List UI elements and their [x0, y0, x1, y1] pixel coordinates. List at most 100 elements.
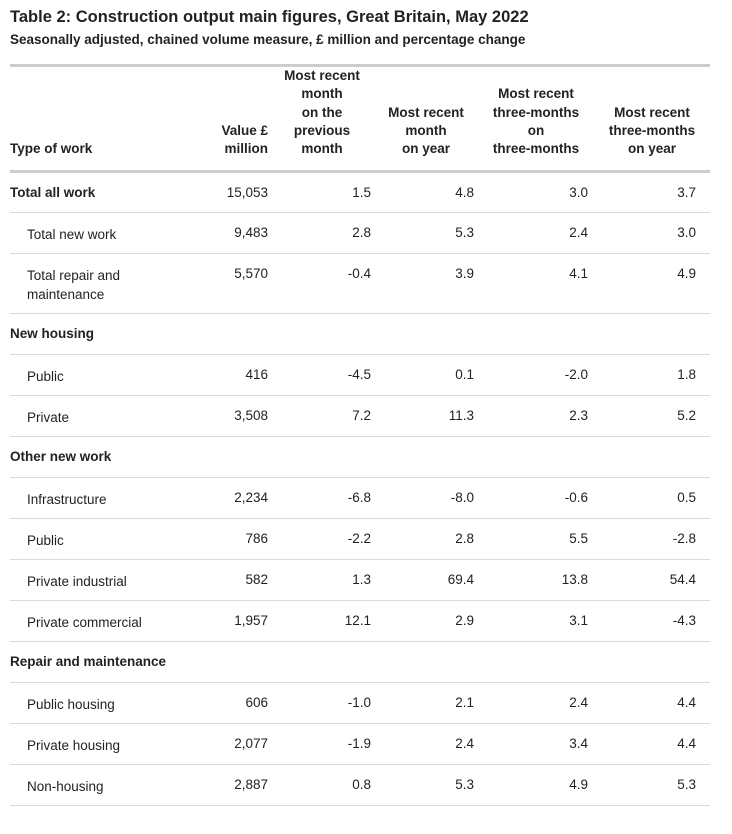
header-value-line: Value £ — [221, 122, 268, 138]
empty-cell — [270, 436, 374, 479]
empty-cell — [270, 313, 374, 356]
empty-cell — [478, 436, 594, 479]
section-row: New housing — [10, 313, 710, 356]
table-title: Table 2: Construction output main figure… — [10, 8, 529, 26]
header-line: on — [527, 122, 545, 138]
header-line: on the — [301, 104, 343, 120]
cell-moy: 2.9 — [374, 600, 478, 643]
cell-tmy: 4.4 — [594, 682, 710, 725]
row-label: Total repair and maintenance — [10, 253, 190, 315]
cell-tmtm: 5.5 — [478, 518, 594, 561]
cell-value: 606 — [190, 682, 270, 725]
cell-moy: 2.4 — [374, 723, 478, 766]
cell-moy: 0.1 — [374, 354, 478, 397]
cell-value: 1,957 — [190, 600, 270, 643]
cell-value: 2,887 — [190, 764, 270, 807]
table-row: Public 416 -4.5 0.1 -2.0 1.8 — [10, 354, 710, 397]
table-subtitle: Seasonally adjusted, chained volume meas… — [10, 32, 526, 47]
cell-tmtm: 2.4 — [478, 682, 594, 725]
empty-cell — [594, 436, 710, 479]
table-row: Non-housing 2,887 0.8 5.3 4.9 5.3 — [10, 764, 710, 807]
section-label: New housing — [10, 313, 190, 356]
row-label: Public housing — [10, 682, 190, 725]
header-three-months-on-year: Most recent three-months on year — [594, 67, 710, 172]
section-row: Other new work — [10, 436, 710, 479]
table-body: Total all work 15,053 1.5 4.8 3.0 3.7 To… — [10, 171, 710, 807]
cell-tmtm: 2.4 — [478, 212, 594, 255]
header-line: previous — [293, 122, 351, 138]
cell-moy: 4.8 — [374, 171, 478, 214]
cell-tmy: 4.4 — [594, 723, 710, 766]
cell-tmy: 5.2 — [594, 395, 710, 438]
header-value: Value £ million — [190, 67, 270, 172]
cell-mom: 7.2 — [270, 395, 374, 438]
empty-cell — [478, 641, 594, 684]
cell-mom: -0.4 — [270, 253, 374, 315]
header-type-of-work: Type of work — [10, 141, 93, 157]
header-line: month — [405, 122, 447, 138]
section-row: Repair and maintenance — [10, 641, 710, 684]
empty-cell — [190, 313, 270, 356]
cell-mom: -1.9 — [270, 723, 374, 766]
table-row: Private industrial 582 1.3 69.4 13.8 54.… — [10, 559, 710, 602]
row-label: Non-housing — [10, 764, 190, 807]
section-label: Repair and maintenance — [10, 641, 190, 684]
cell-value: 582 — [190, 559, 270, 602]
cell-value: 2,077 — [190, 723, 270, 766]
cell-tmy: -2.8 — [594, 518, 710, 561]
section-label: Other new work — [10, 436, 190, 479]
row-label: Private industrial — [10, 559, 190, 602]
header-month-on-year: Most recent month on year — [374, 67, 478, 172]
table-figure: Table 2: Construction output main figure… — [10, 8, 710, 807]
header-line: three-months — [492, 141, 580, 157]
empty-cell — [374, 641, 478, 684]
header-line: month — [301, 86, 343, 102]
cell-tmtm: -0.6 — [478, 477, 594, 520]
cell-value: 786 — [190, 518, 270, 561]
cell-moy: 69.4 — [374, 559, 478, 602]
cell-mom: 1.3 — [270, 559, 374, 602]
cell-value: 9,483 — [190, 212, 270, 255]
table-row: Total all work 15,053 1.5 4.8 3.0 3.7 — [10, 171, 710, 214]
cell-moy: 3.9 — [374, 253, 478, 315]
empty-cell — [374, 436, 478, 479]
cell-tmy: 3.0 — [594, 212, 710, 255]
row-label: Private — [10, 395, 190, 438]
cell-moy: 11.3 — [374, 395, 478, 438]
header-line: Most recent — [614, 104, 690, 120]
cell-mom: 1.5 — [270, 171, 374, 214]
header-line: three-months — [492, 104, 580, 120]
cell-tmy: 0.5 — [594, 477, 710, 520]
table-row: Private 3,508 7.2 11.3 2.3 5.2 — [10, 395, 710, 438]
cell-moy: 5.3 — [374, 764, 478, 807]
cell-tmy: 54.4 — [594, 559, 710, 602]
empty-cell — [190, 641, 270, 684]
table-row: Total new work 9,483 2.8 5.3 2.4 3.0 — [10, 212, 710, 255]
row-label: Public — [10, 354, 190, 397]
empty-cell — [478, 313, 594, 356]
cell-value: 15,053 — [190, 171, 270, 214]
empty-cell — [190, 436, 270, 479]
row-label: Private housing — [10, 723, 190, 766]
cell-moy: 2.8 — [374, 518, 478, 561]
header-line: Most recent — [284, 68, 360, 83]
cell-tmy: 3.7 — [594, 171, 710, 214]
cell-mom: 12.1 — [270, 600, 374, 643]
cell-value: 3,508 — [190, 395, 270, 438]
cell-tmtm: -2.0 — [478, 354, 594, 397]
header-line: Most recent — [388, 104, 464, 120]
header-month-on-previous-month: Most recent month on the previous month — [270, 67, 374, 172]
cell-tmy: 1.8 — [594, 354, 710, 397]
table-row: Private housing 2,077 -1.9 2.4 3.4 4.4 — [10, 723, 710, 766]
cell-moy: 2.1 — [374, 682, 478, 725]
empty-cell — [270, 641, 374, 684]
header-row: Type of work Value £ million Most recent… — [10, 67, 710, 172]
cell-tmy: 4.9 — [594, 253, 710, 315]
table-row: Private commercial 1,957 12.1 2.9 3.1 -4… — [10, 600, 710, 643]
header-line: three-months — [608, 122, 696, 138]
header-line: on year — [401, 141, 451, 157]
cell-tmtm: 4.9 — [478, 764, 594, 807]
row-label: Infrastructure — [10, 477, 190, 520]
construction-output-table: Type of work Value £ million Most recent… — [10, 67, 710, 807]
header-three-months-on-three-months: Most recent three-months on three-months — [478, 67, 594, 172]
